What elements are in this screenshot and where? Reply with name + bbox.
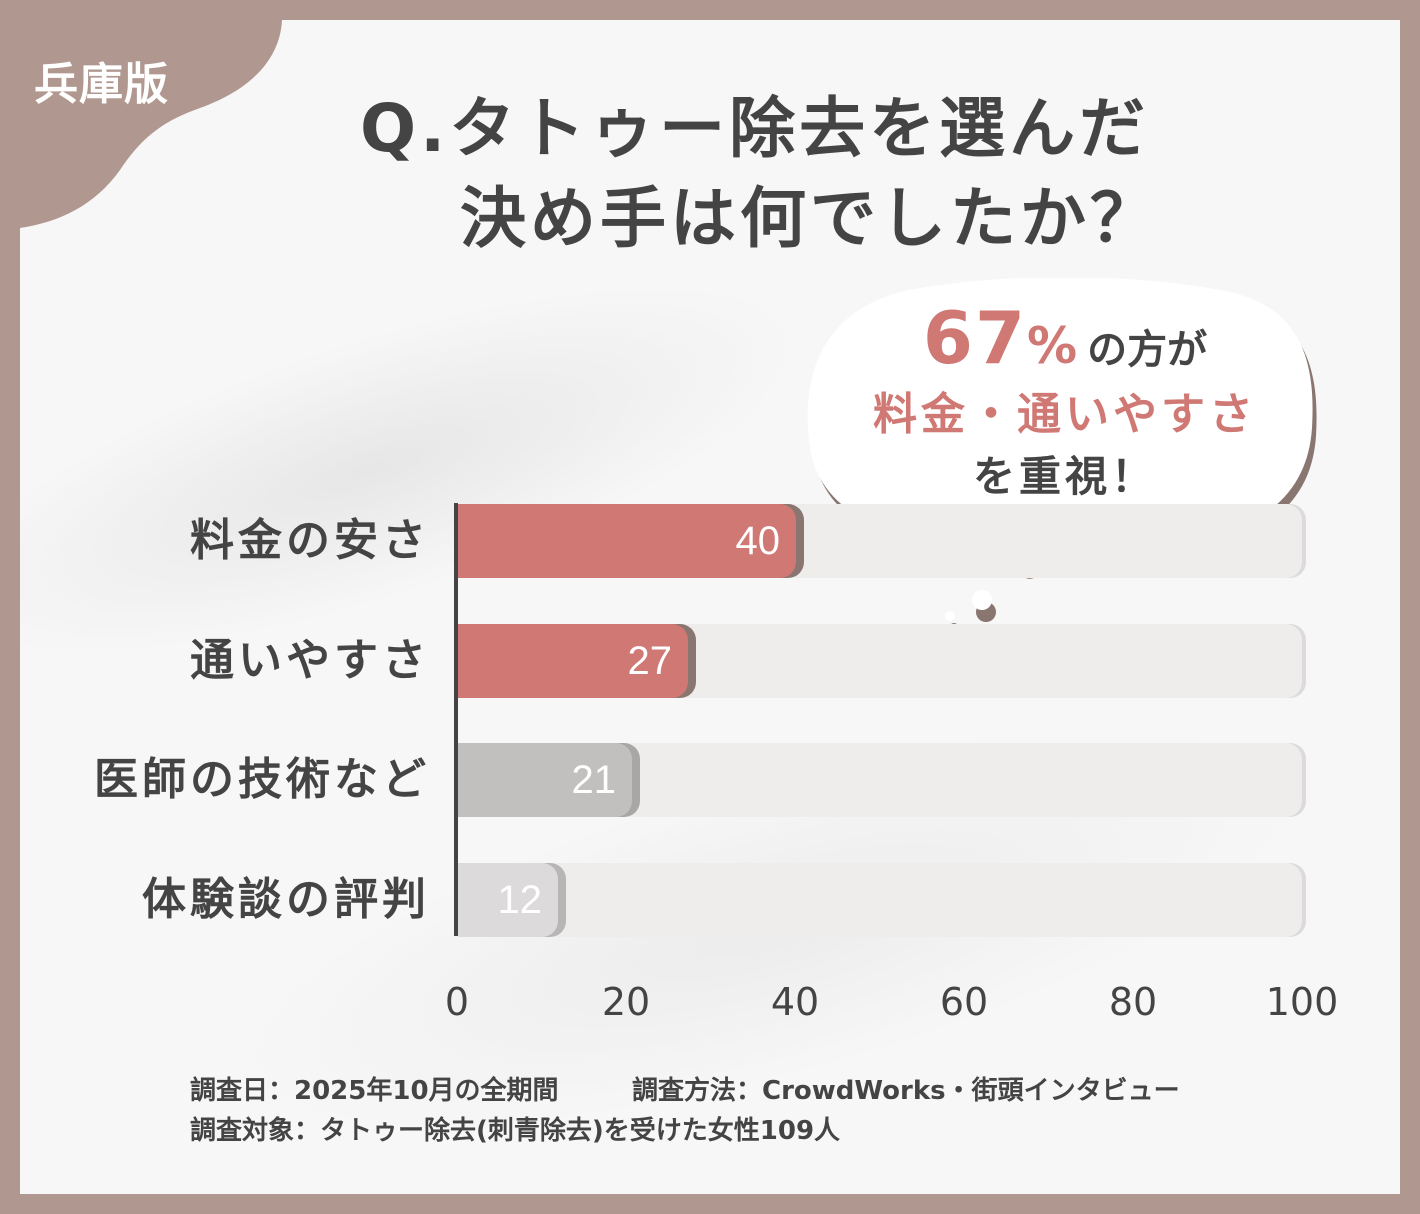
survey-date: 調査日：2025年10月の全期間 — [190, 1076, 559, 1106]
bar-track — [458, 863, 1302, 937]
callout-line-2: 料金・通いやすさ — [873, 389, 1257, 440]
survey-method: 調査方法：CrowdWorks・街頭インタビュー — [632, 1076, 1180, 1106]
category-label: 医師の技術など — [94, 754, 430, 805]
callout-percent-sign: % — [1027, 317, 1078, 375]
x-tick: 20 — [601, 980, 651, 1024]
category-label: 料金の安さ — [190, 515, 430, 566]
callout-line-1: 67% の方が — [820, 298, 1310, 378]
infographic-card — [20, 20, 1400, 1194]
chart-row: 通いやすさ 27 — [0, 624, 1420, 698]
bar: 40 — [458, 504, 796, 578]
corner-blob — [0, 0, 282, 230]
bar: 27 — [458, 624, 688, 698]
bar-value: 21 — [571, 758, 617, 802]
chart-row: 医師の技術など 21 — [0, 743, 1420, 817]
x-tick: 80 — [1108, 980, 1158, 1024]
chart-row: 体験談の評判 12 — [0, 863, 1420, 937]
bar: 21 — [458, 743, 632, 817]
bar-value: 40 — [735, 519, 781, 563]
category-label: 体験談の評判 — [142, 874, 430, 925]
callout-percent: 67 — [922, 296, 1028, 380]
x-tick: 0 — [444, 980, 470, 1024]
chart-row: 料金の安さ 40 — [0, 504, 1420, 578]
survey-target: 調査対象：タトゥー除去(刺青除去)を受けた女性109人 — [190, 1116, 841, 1146]
region-badge: 兵庫版 — [34, 59, 169, 110]
callout-text: 67% の方が 料金・通いやすさ を重視！ — [820, 298, 1310, 508]
callout-line-1-suffix: の方が — [1087, 327, 1208, 373]
title-line-1: Q.タトゥー除去を選んだ — [360, 90, 1150, 167]
x-tick: 40 — [770, 980, 820, 1024]
title-line-2: 決め手は何でしたか？ — [460, 180, 1160, 257]
bar-value: 27 — [627, 639, 673, 683]
category-label: 通いやすさ — [190, 635, 430, 686]
bar: 12 — [458, 863, 558, 937]
y-axis-line — [454, 503, 458, 936]
bar-value: 12 — [497, 878, 543, 922]
callout-line-3: を重視！ — [972, 452, 1157, 501]
x-tick: 100 — [1265, 980, 1339, 1024]
x-tick: 60 — [939, 980, 989, 1024]
page-title: Q.タトゥー除去を選んだ 決め手は何でしたか？ — [360, 84, 1220, 264]
